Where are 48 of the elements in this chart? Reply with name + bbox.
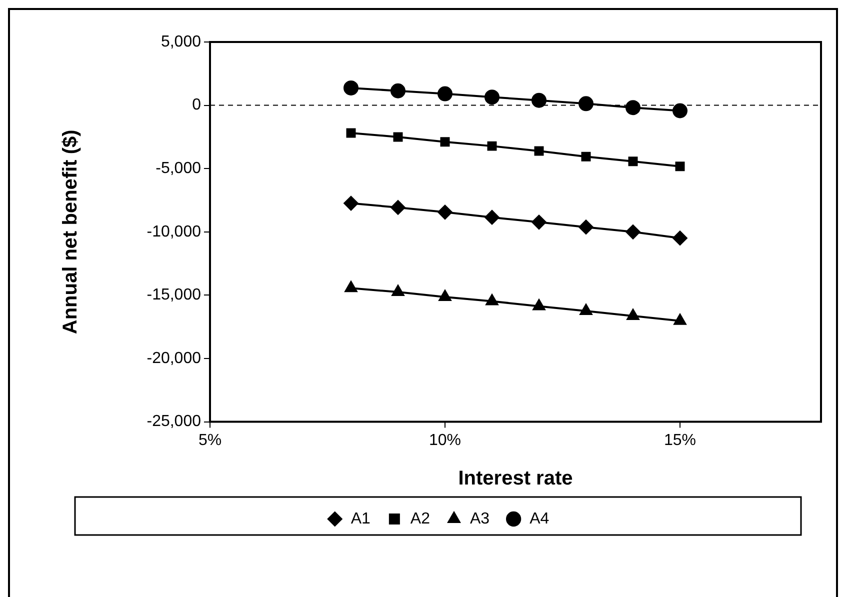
point [626,224,640,240]
point [628,156,638,166]
point [390,200,406,215]
point [579,304,593,316]
point [390,83,406,98]
point [485,294,499,306]
legend-label: A4 [530,510,550,528]
x-tick-label: 10% [428,432,462,449]
y-tick-label: -20,000 [146,350,202,367]
legend-label: A3 [470,510,490,528]
point [346,128,356,138]
point [440,137,450,147]
point [672,230,688,246]
point [672,103,688,118]
y-tick-label: -10,000 [146,223,202,240]
point [393,132,403,142]
point [391,284,405,296]
x-tick-label: 5% [198,432,222,449]
point [344,196,358,211]
point [578,96,594,112]
point [581,152,591,162]
y-tick-label: -15,000 [146,286,202,304]
x-axis-title: Interest rate [458,468,573,490]
y-tick-label: 5,000 [160,33,202,50]
point [438,289,452,301]
point [626,308,640,320]
point [626,100,640,116]
y-tick-label: -25,000 [146,413,202,430]
point [438,86,452,102]
point [532,214,546,230]
point [487,141,497,151]
point [534,146,544,156]
point [532,92,546,108]
point [673,313,687,325]
legend-label: A2 [410,510,430,528]
point [578,220,594,235]
y-tick-label: -5,000 [156,160,202,178]
point [438,204,452,220]
legend-label: A1 [350,510,371,528]
point [675,162,685,172]
point [344,80,358,96]
x-tick-label: 15% [664,432,696,449]
point [484,90,500,105]
y-axis-title: Annual net benefit ($) [60,130,82,334]
y-tick-label: 0 [192,96,202,114]
point [484,210,500,225]
point [532,298,546,310]
point [344,280,358,292]
